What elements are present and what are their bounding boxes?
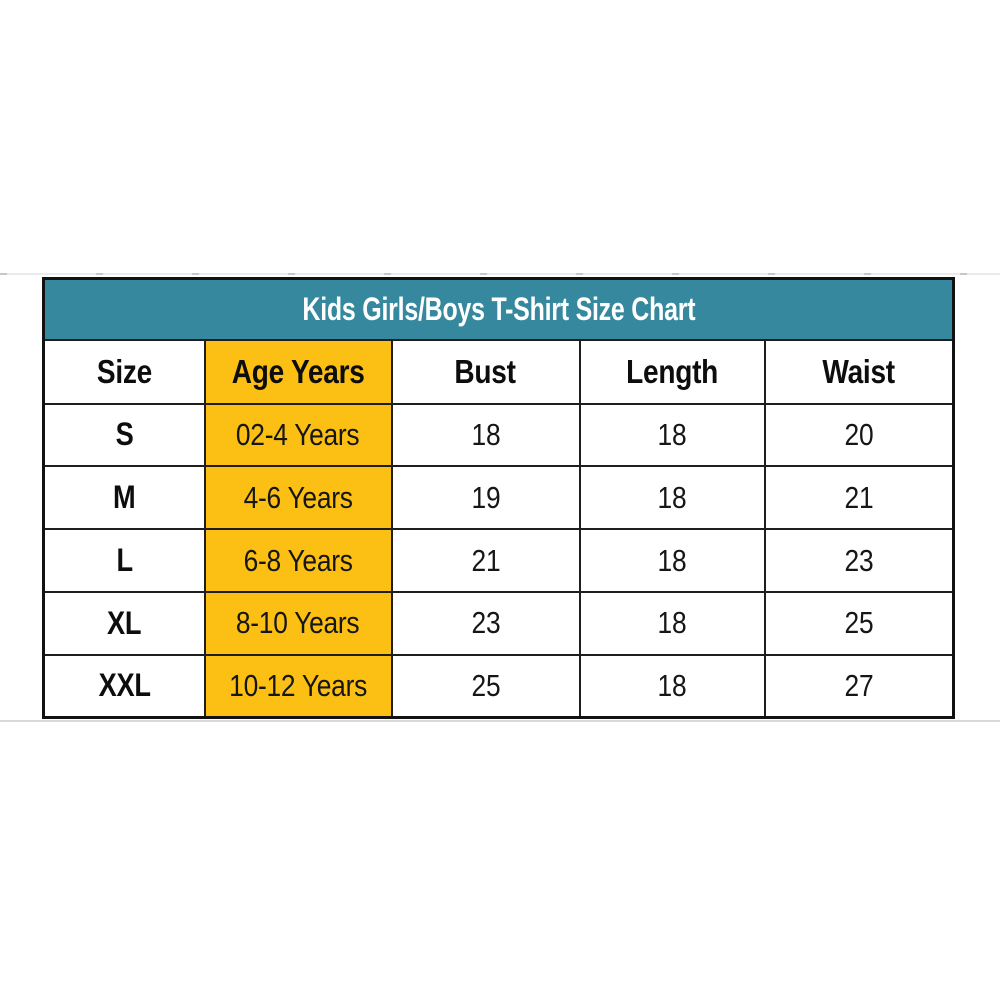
size-cell: M [42,465,206,531]
length-value: 18 [657,667,687,703]
size-cell: XXL [42,653,206,719]
age-cell: 8-10 Years [203,590,393,656]
bust-cell: 19 [390,465,581,531]
length-cell: 18 [578,402,766,468]
column-header-size-label: Size [96,352,152,390]
table-row-xxl: XXL 10-12 Years 25 18 27 [42,653,955,719]
length-cell: 18 [578,465,766,531]
table-row-l: L 6-8 Years 21 18 23 [42,528,955,593]
size-value: XXL [98,667,151,704]
age-value: 8-10 Years [236,605,360,641]
waist-cell: 25 [763,590,955,656]
length-value: 18 [657,416,687,452]
column-header-waist: Waist [763,338,955,405]
size-cell: XL [42,590,206,656]
age-value: 02-4 Years [236,416,360,452]
bust-value: 18 [471,416,500,452]
age-cell: 02-4 Years [203,402,393,468]
waist-cell: 23 [763,528,955,593]
column-header-age-years-label: Age Years [231,352,365,390]
age-value: 6-8 Years [243,542,353,578]
size-value: S [115,416,134,453]
table-title: Kids Girls/Boys T-Shirt Size Chart [42,277,955,341]
waist-value: 27 [844,667,874,703]
length-cell: 18 [578,590,766,656]
title-row: Kids Girls/Boys T-Shirt Size Chart [42,277,955,341]
size-cell: S [42,402,206,468]
bust-cell: 25 [390,653,581,719]
bust-cell: 23 [390,590,581,656]
column-header-length: Length [578,338,766,405]
length-value: 18 [657,479,687,515]
spreadsheet-gridline-bottom [0,720,1000,722]
waist-value: 20 [844,416,874,452]
column-header-waist-label: Waist [822,352,896,390]
bust-value: 25 [471,667,500,703]
age-cell: 4-6 Years [203,465,393,531]
size-chart-table: Kids Girls/Boys T-Shirt Size Chart Size … [42,277,956,719]
size-value: M [113,479,136,516]
age-cell: 6-8 Years [203,528,393,593]
table-title-text: Kids Girls/Boys T-Shirt Size Chart [302,290,695,327]
age-cell: 10-12 Years [203,653,393,719]
bust-cell: 21 [390,528,581,593]
age-value: 4-6 Years [243,479,353,515]
size-value: XL [107,604,142,641]
column-header-length-label: Length [626,352,718,390]
spreadsheet-gridline-top [0,273,1000,275]
bust-value: 23 [471,605,500,641]
waist-cell: 21 [763,465,955,531]
length-value: 18 [657,542,687,578]
waist-value: 23 [844,542,874,578]
waist-cell: 20 [763,402,955,468]
bust-cell: 18 [390,402,581,468]
waist-value: 21 [844,479,874,515]
table-row-m: M 4-6 Years 19 18 21 [42,465,955,531]
waist-value: 25 [844,605,874,641]
column-header-age-years: Age Years [203,338,393,405]
bust-value: 21 [471,542,500,578]
table-row-s: S 02-4 Years 18 18 20 [42,402,955,468]
waist-cell: 27 [763,653,955,719]
header-row: Size Age Years Bust Length Waist [42,338,955,405]
length-value: 18 [657,605,687,641]
table-row-xl: XL 8-10 Years 23 18 25 [42,590,955,656]
length-cell: 18 [578,528,766,593]
bust-value: 19 [471,479,500,515]
column-header-bust: Bust [390,338,581,405]
column-header-size: Size [42,338,206,405]
column-header-bust-label: Bust [454,352,517,390]
length-cell: 18 [578,653,766,719]
size-value: L [116,542,133,579]
size-cell: L [42,528,206,593]
age-value: 10-12 Years [229,667,367,703]
